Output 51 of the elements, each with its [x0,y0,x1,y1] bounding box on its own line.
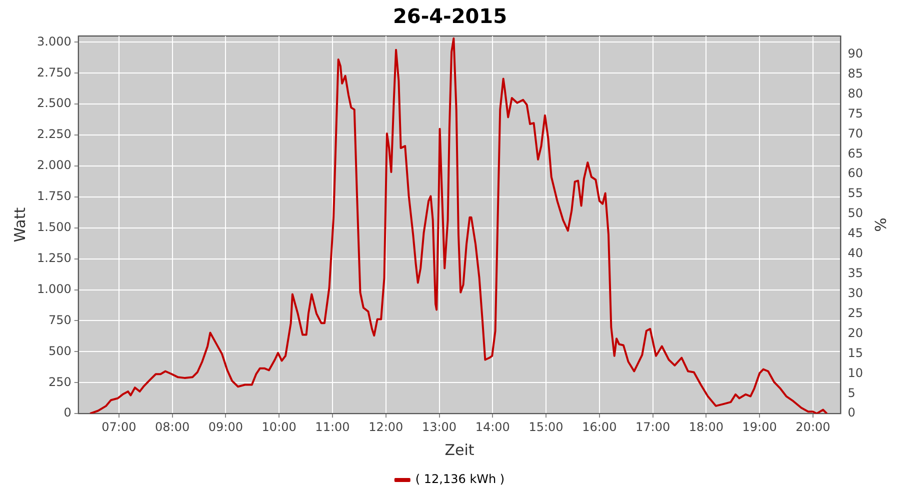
y2-tick-label: 65 [848,146,864,160]
y2-tick-label: 80 [848,86,864,100]
y2-tick-label: 40 [848,246,864,260]
legend-label: ( 12,136 kWh ) [415,472,505,486]
x-tick-label: 20:00 [796,420,830,434]
y-tick-label: 1.250 [36,250,72,265]
x-tick-label: 17:00 [636,420,670,434]
y-tick-label: 1.000 [36,282,72,296]
x-tick-label: 18:00 [688,420,724,434]
y-tick-label: 1.750 [36,189,72,204]
y2-tick-label: 45 [848,226,864,240]
y-tick-label: 750 [48,312,72,327]
y2-tick-label: 75 [848,106,864,120]
y2-tick-label: 15 [848,346,864,360]
y2-tick-label: 20 [848,326,864,340]
x-tick-label: 09:00 [208,420,243,434]
y-tick-label: 250 [48,374,72,389]
y-tick-label: 2.250 [36,127,72,142]
y-tick-label: 2.750 [36,65,72,80]
y2-tick-label: 70 [848,126,864,140]
y2-tick-label: 50 [848,206,864,220]
y2-tick-label: 10 [848,366,864,380]
y-tick-label: 0 [64,406,72,420]
y2-tick-label: 30 [848,286,864,300]
y2-tick-label: 0 [848,406,856,420]
y-tick-label: 2.500 [36,96,72,110]
y2-tick-label: 60 [848,166,864,180]
y-tick-label: 1.500 [36,220,72,234]
y-tick-label: 2.000 [36,158,72,172]
y2-tick-label: 35 [848,266,864,280]
y2-tick-label: 25 [848,306,864,320]
x-tick-label: 15:00 [528,420,564,434]
x-tick-label: 19:00 [742,420,777,434]
x-tick-label: 11:00 [315,420,350,434]
x-tick-label: 12:00 [368,420,404,434]
y2-axis-title: % [871,218,890,232]
y2-tick-label: 5 [848,386,856,400]
y2-tick-label: 85 [848,66,864,80]
y2-tick-label: 55 [848,186,864,200]
x-tick-label: 16:00 [582,420,617,434]
x-tick-label: 07:00 [102,420,136,434]
x-tick-label: 10:00 [262,420,296,434]
x-axis-title: Zeit [444,440,474,459]
y-tick-label: 500 [48,344,72,358]
x-tick-label: 08:00 [155,420,190,434]
x-tick-label: 14:00 [475,420,510,434]
x-tick-label: 13:00 [422,420,457,434]
y2-tick-label: 90 [848,46,864,60]
y-axis-title: Watt [10,207,29,242]
chart-title: 26-4-2015 [392,4,508,28]
y-tick-label: 3.000 [36,34,72,48]
